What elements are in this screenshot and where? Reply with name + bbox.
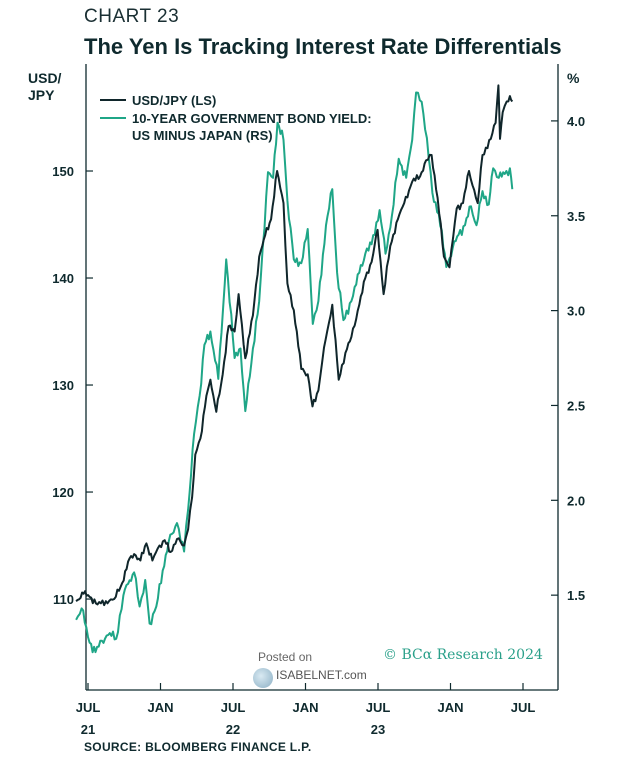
right-axis-unit: % [567, 70, 580, 86]
watermark-site: ISABELNET.com [276, 668, 367, 682]
x-tick-month-label: JAN [292, 700, 318, 715]
left-tick-label: 110 [53, 592, 74, 607]
x-tick-year-label: 21 [81, 722, 95, 737]
left-tick-label: 150 [52, 164, 74, 179]
x-tick-month-label: JUL [511, 700, 536, 715]
legend-label-usdjpy: USD/JPY (LS) [132, 93, 216, 108]
x-tick-month-label: JUL [366, 700, 391, 715]
chart-number: CHART 23 [84, 6, 180, 27]
bca-credit: © BCα Research 2024 [383, 647, 543, 663]
x-tick-year-label: 23 [371, 722, 385, 737]
series-line-yield-spread [75, 91, 514, 654]
left-axis-unit-line2: JPY [28, 87, 55, 103]
x-tick-month-label: JUL [221, 700, 246, 715]
watermark-posted-on: Posted on [258, 650, 313, 664]
right-tick-label: 2.0 [567, 493, 585, 508]
right-tick-label: 3.5 [567, 209, 585, 224]
source-note: SOURCE: BLOOMBERG FINANCE L.P. [84, 740, 312, 754]
right-tick-label: 4.0 [567, 114, 585, 129]
legend-label-yield-spread: US MINUS JAPAN (RS) [132, 128, 273, 143]
right-tick-label: 2.5 [567, 398, 585, 413]
left-tick-label: 140 [52, 271, 74, 286]
left-tick-label: 130 [52, 378, 74, 393]
left-tick-label: 120 [52, 485, 74, 500]
x-tick-month-label: JAN [147, 700, 173, 715]
globe-icon [253, 668, 273, 688]
x-tick-month-label: JAN [437, 700, 463, 715]
left-axis-unit-line1: USD/ [28, 70, 62, 86]
legend-label-yield-spread: 10-YEAR GOVERNMENT BOND YIELD: [132, 111, 372, 126]
x-tick-month-label: JUL [76, 700, 101, 715]
chart-title: The Yen Is Tracking Interest Rate Differ… [84, 34, 562, 59]
x-tick-year-label: 22 [226, 722, 240, 737]
right-tick-label: 1.5 [567, 588, 585, 603]
left-axis-unit: USD/ JPY [28, 70, 61, 104]
right-tick-label: 3.0 [567, 304, 585, 319]
series-line-usdjpy [75, 84, 514, 607]
